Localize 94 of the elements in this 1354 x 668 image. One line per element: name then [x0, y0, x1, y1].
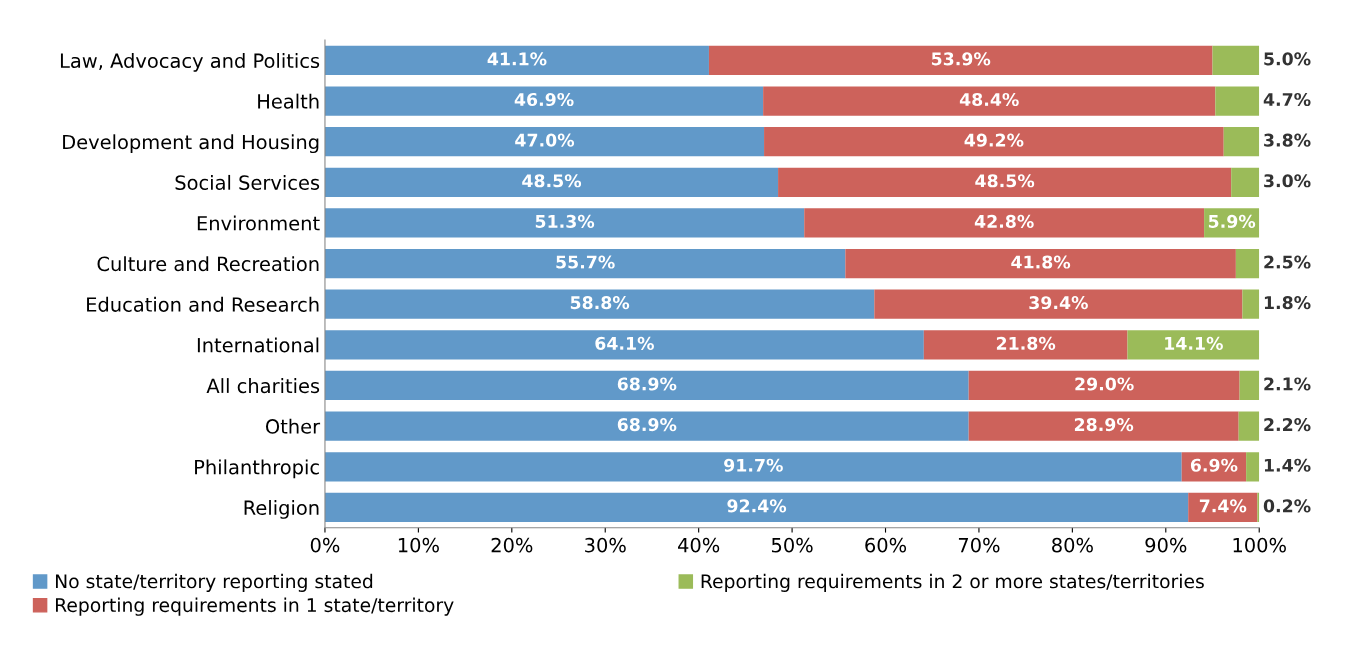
bar	[324, 86, 764, 116]
bar	[324, 127, 765, 157]
data-label: 64.1%	[595, 336, 654, 350]
bar	[778, 167, 1232, 197]
data-label: 14.1%	[1165, 336, 1223, 350]
bar	[324, 330, 924, 360]
y-tick-label: Culture and Recreation	[97, 256, 319, 272]
x-tick-label: 60%	[865, 537, 907, 553]
bar	[1238, 411, 1260, 441]
bar	[1127, 330, 1260, 360]
bar	[968, 411, 1239, 441]
x-tick-label: 90%	[1145, 537, 1187, 553]
y-tick-label: Law, Advocacy and Politics	[60, 53, 320, 72]
bar	[324, 411, 969, 441]
data-label: 68.9%	[617, 418, 677, 432]
data-label: 29.0%	[1075, 377, 1134, 391]
y-tick-label: Other	[265, 418, 321, 434]
x-tick-label: 10%	[398, 537, 439, 553]
bar	[1215, 86, 1260, 116]
x-tick-label: 50%	[771, 537, 813, 553]
bar	[764, 127, 1224, 157]
data-label: 49.2%	[964, 133, 1024, 147]
bar	[923, 330, 1128, 360]
data-label: 46.9%	[514, 92, 574, 107]
y-tick-label: Environment	[197, 215, 320, 231]
data-label: 2.1%	[1264, 377, 1311, 391]
bar	[763, 86, 1216, 116]
legend-label: Reporting requirements in 2 or more states/territories	[701, 573, 1204, 592]
bar	[708, 45, 1213, 76]
bar	[324, 492, 1189, 523]
data-label: 41.1%	[487, 52, 547, 66]
data-label: 2.5%	[1264, 255, 1311, 269]
bar	[324, 167, 779, 197]
x-tick-label: 0%	[310, 537, 340, 553]
bar	[1239, 370, 1260, 401]
data-label: 0.2%	[1263, 499, 1311, 513]
bar	[324, 370, 969, 401]
bar	[324, 452, 1182, 482]
data-label: 5.9%	[1208, 214, 1256, 228]
x-tick-label: 40%	[678, 537, 720, 553]
data-label: 55.7%	[556, 255, 615, 269]
data-label: 47.0%	[515, 133, 575, 147]
data-label: 4.7%	[1263, 92, 1311, 107]
data-label: 5.0%	[1264, 52, 1311, 66]
data-label: 2.2%	[1264, 418, 1311, 432]
data-label: 1.8%	[1264, 296, 1311, 310]
data-label: 3.0%	[1264, 174, 1311, 188]
bar	[1223, 127, 1260, 157]
data-label: 39.4%	[1029, 296, 1088, 310]
x-tick-label: 100%	[1233, 537, 1286, 553]
data-label: 3.8%	[1264, 133, 1311, 147]
y-tick-label: Religion	[244, 500, 319, 519]
y-tick-label: Education and Research	[87, 296, 319, 312]
y-tick-label: Development and Housing	[63, 134, 319, 154]
data-label: 68.9%	[617, 377, 677, 391]
x-tick-label: 30%	[585, 537, 626, 553]
data-label: 48.4%	[959, 92, 1019, 107]
y-tick-label: Health	[258, 93, 319, 109]
data-label: 92.4%	[727, 499, 787, 513]
y-tick-label: All charities	[206, 378, 320, 394]
y-tick-label: Philanthropic	[195, 459, 319, 479]
bar	[968, 370, 1240, 401]
data-label: 6.9%	[1190, 458, 1238, 472]
data-label: 91.7%	[724, 458, 783, 472]
data-label: 7.4%	[1199, 499, 1247, 513]
data-label: 28.9%	[1074, 418, 1134, 432]
bar	[874, 289, 1243, 319]
bar	[1235, 248, 1260, 279]
data-label: 41.8%	[1011, 255, 1071, 269]
bar	[845, 248, 1236, 279]
data-label: 53.9%	[931, 52, 991, 66]
y-tick-label: International	[197, 337, 319, 353]
data-label: 48.5%	[522, 174, 582, 188]
y-tick-label: Social Services	[175, 174, 320, 190]
bar	[1242, 289, 1260, 319]
data-label: 1.4%	[1264, 458, 1311, 472]
bar	[324, 248, 846, 279]
data-label: 58.8%	[570, 296, 630, 310]
bar	[324, 45, 709, 76]
x-tick-label: 70%	[958, 537, 1000, 553]
x-tick-label: 20%	[491, 537, 533, 553]
bar	[1246, 452, 1260, 482]
bar	[324, 289, 875, 319]
data-label: 21.8%	[996, 336, 1056, 350]
data-label: 51.3%	[535, 214, 595, 228]
data-label: 42.8%	[974, 214, 1034, 228]
bar	[804, 208, 1205, 238]
legend-label: Reporting requirements in 1 state/territory	[55, 597, 454, 616]
x-tick-label: 80%	[1052, 537, 1093, 553]
bar	[1212, 45, 1260, 76]
legend-label: No state/territory reporting stated	[55, 573, 373, 592]
bar	[1231, 167, 1260, 197]
data-label: 48.5%	[975, 174, 1035, 188]
bar	[324, 208, 805, 238]
